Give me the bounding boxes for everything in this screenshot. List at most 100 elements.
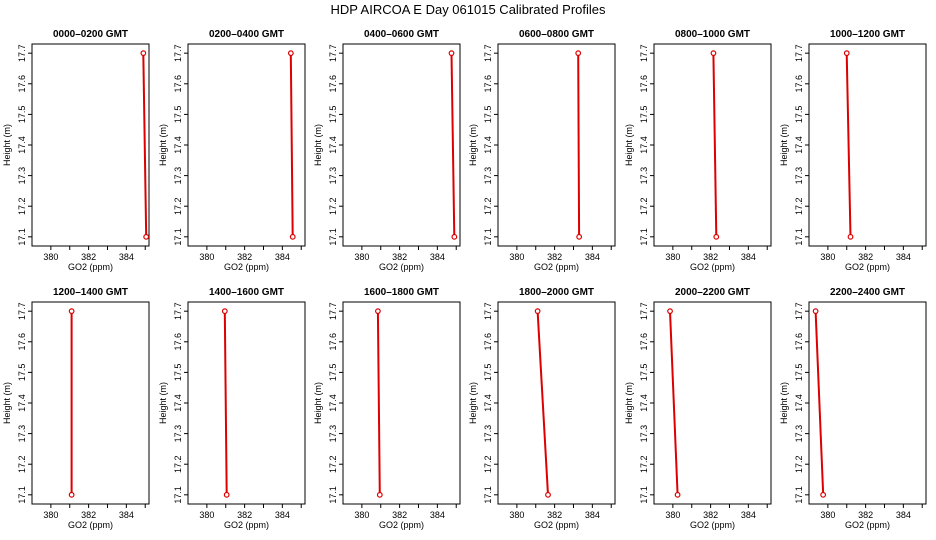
data-point <box>140 50 147 57</box>
x-tick-label: 384 <box>741 252 756 262</box>
panel-title: 2000–2200 GMT <box>675 287 750 298</box>
x-axis-label: GO2 (ppm) <box>690 520 735 530</box>
y-tick-label: 17.4 <box>328 136 338 154</box>
panel-title: 1200–1400 GMT <box>53 287 128 298</box>
figure-title: HDP AIRCOA E Day 061015 Calibrated Profi… <box>330 2 606 17</box>
y-tick-label: 17.3 <box>17 167 27 185</box>
y-tick-label: 17.7 <box>794 44 804 62</box>
x-tick-label: 384 <box>741 510 756 520</box>
panel-title: 0200–0400 GMT <box>209 29 284 40</box>
data-point <box>710 50 717 57</box>
y-axis-label: Height (m) <box>468 124 478 166</box>
panel-4: 0600–0800 GMT 380 382 384 17.1 17.2 17.3 17.4 17… <box>468 29 616 272</box>
y-tick-label: 17.3 <box>794 425 804 443</box>
y-tick-label: 17.5 <box>794 106 804 124</box>
y-tick-label: 17.1 <box>794 486 804 504</box>
y-tick-label: 17.6 <box>173 75 183 93</box>
y-tick-label: 17.2 <box>17 455 27 473</box>
profile-line <box>577 53 581 237</box>
data-point <box>375 308 381 315</box>
x-tick-label: 382 <box>858 510 873 520</box>
data-point <box>674 491 681 498</box>
panel-8: 1400–1600 GMT 380 382 384 17.1 17.2 17.3 17.4 17… <box>158 287 306 530</box>
y-axis-label: Height (m) <box>2 382 12 424</box>
plot-frame <box>653 43 772 247</box>
y-tick-label: 17.1 <box>483 486 493 504</box>
y-tick-label: 17.4 <box>173 136 183 154</box>
y-axis-label: Height (m) <box>624 124 634 166</box>
x-tick-label: 382 <box>392 252 407 262</box>
x-tick-label: 382 <box>858 252 873 262</box>
x-tick-label: 380 <box>199 252 214 262</box>
x-tick-label: 384 <box>430 510 445 520</box>
y-tick-label: 17.2 <box>483 197 493 215</box>
y-tick-label: 17.1 <box>17 486 27 504</box>
data-point <box>376 491 383 498</box>
x-axis-label: GO2 (ppm) <box>534 262 579 272</box>
data-point <box>221 308 228 315</box>
panel-title: 1400–1600 GMT <box>209 287 284 298</box>
data-point <box>713 233 720 240</box>
y-axis-label: Height (m) <box>158 382 168 424</box>
x-tick-label: 384 <box>275 252 290 262</box>
panel-11: 2000–2200 GMT 380 382 384 17.1 17.2 17.3 17.4 17… <box>624 287 772 530</box>
y-tick-label: 17.5 <box>794 364 804 382</box>
y-tick-label: 17.6 <box>17 333 27 351</box>
data-point <box>223 491 230 498</box>
panel-1: 0000–0200 GMT 380 382 384 17.1 17.2 17.3 17.4 17… <box>2 29 150 272</box>
y-tick-label: 17.3 <box>794 167 804 185</box>
y-tick-label: 17.2 <box>794 455 804 473</box>
y-tick-label: 17.2 <box>794 197 804 215</box>
y-tick-label: 17.5 <box>17 364 27 382</box>
panel-12: 2200–2400 GMT 380 382 384 17.1 17.2 17.3 17.4 17… <box>779 287 927 530</box>
x-axis-label: GO2 (ppm) <box>68 262 113 272</box>
y-tick-label: 17.5 <box>328 106 338 124</box>
panel-title: 2200–2400 GMT <box>830 287 905 298</box>
y-tick-label: 17.7 <box>328 302 338 320</box>
x-tick-label: 382 <box>81 510 96 520</box>
plot-frame <box>31 301 150 505</box>
panel-9: 1600–1800 GMT 380 382 384 17.1 17.2 17.3 17.4 17… <box>313 287 461 530</box>
y-tick-label: 17.7 <box>17 302 27 320</box>
y-tick-label: 17.6 <box>17 75 27 93</box>
x-axis-label: GO2 (ppm) <box>845 520 890 530</box>
profile-line <box>450 53 456 237</box>
y-tick-label: 17.5 <box>483 364 493 382</box>
y-tick-label: 17.7 <box>328 44 338 62</box>
y-tick-label: 17.5 <box>173 106 183 124</box>
data-point <box>576 233 583 240</box>
x-tick-label: 384 <box>896 252 911 262</box>
y-tick-label: 17.2 <box>483 455 493 473</box>
x-tick-label: 380 <box>665 252 680 262</box>
y-tick-label: 17.6 <box>639 333 649 351</box>
y-tick-label: 17.7 <box>794 302 804 320</box>
profile-line <box>142 53 148 237</box>
x-tick-label: 384 <box>119 252 134 262</box>
y-tick-label: 17.4 <box>17 394 27 412</box>
y-tick-label: 17.6 <box>328 75 338 93</box>
y-tick-label: 17.4 <box>794 136 804 154</box>
x-axis-label: GO2 (ppm) <box>534 520 579 530</box>
y-tick-label: 17.3 <box>483 425 493 443</box>
x-tick-label: 380 <box>43 252 58 262</box>
y-tick-label: 17.6 <box>483 333 493 351</box>
y-tick-label: 17.1 <box>639 486 649 504</box>
data-point <box>68 491 75 498</box>
y-tick-label: 17.7 <box>483 44 493 62</box>
x-tick-label: 384 <box>275 510 290 520</box>
y-tick-label: 17.3 <box>173 425 183 443</box>
plot-frame <box>497 43 616 247</box>
data-point <box>667 308 673 315</box>
panel-title: 1800–2000 GMT <box>519 287 594 298</box>
y-tick-label: 17.6 <box>328 333 338 351</box>
data-point <box>575 50 582 57</box>
y-tick-label: 17.5 <box>639 364 649 382</box>
data-point <box>534 308 541 315</box>
y-tick-label: 17.6 <box>794 75 804 93</box>
x-tick-label: 380 <box>509 510 524 520</box>
y-axis-label: Height (m) <box>2 124 12 166</box>
y-tick-label: 17.2 <box>173 455 183 473</box>
plot-frame <box>31 43 150 247</box>
